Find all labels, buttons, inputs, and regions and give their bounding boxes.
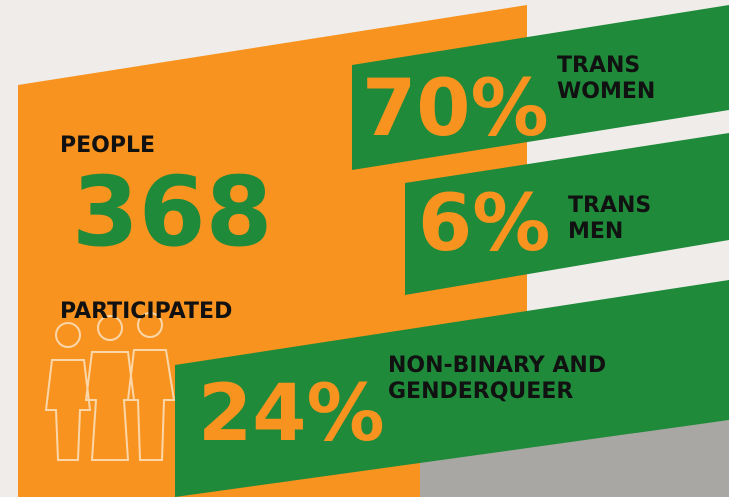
stat-label: WOMEN — [557, 79, 655, 104]
stat-percent: 6% — [418, 179, 550, 269]
stat-label: TRANS — [557, 53, 640, 78]
stat-label: GENDERQUEER — [388, 379, 573, 404]
infographic: PEOPLE 368 PARTICIPATED 70%TRANSWOMEN6%T… — [0, 0, 729, 497]
people-count: 368 — [72, 156, 272, 268]
stat-percent: 24% — [198, 369, 385, 459]
stat-percent: 70% — [362, 64, 549, 154]
stat-label: MEN — [568, 219, 623, 244]
people-label: PARTICIPATED — [60, 299, 232, 324]
stat-label: NON-BINARY AND — [388, 353, 606, 378]
people-label: PEOPLE — [60, 133, 155, 158]
stat-label: TRANS — [568, 193, 651, 218]
